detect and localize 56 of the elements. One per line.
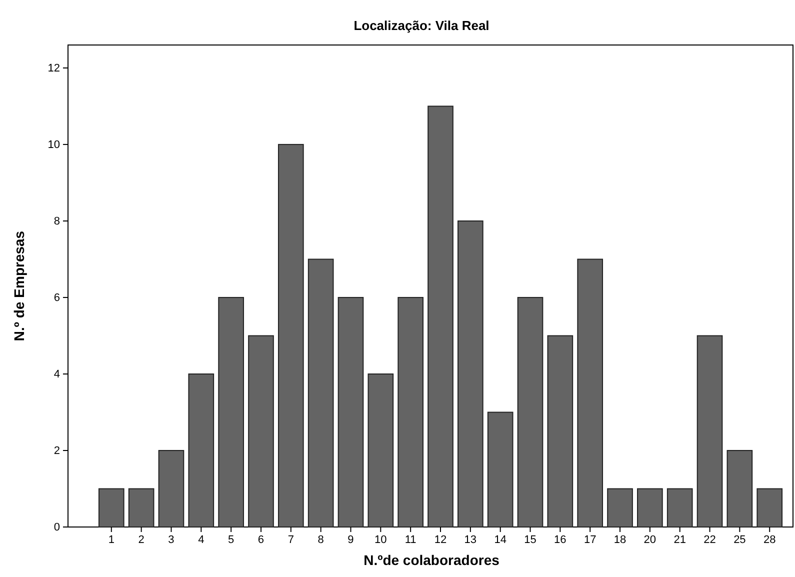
chart-title: Localização: Vila Real xyxy=(354,18,490,33)
bar xyxy=(487,412,514,528)
x-tick-label: 12 xyxy=(434,534,447,546)
y-tick-label: 2 xyxy=(54,445,60,458)
bar xyxy=(428,106,454,528)
x-tick-label: 6 xyxy=(258,534,264,546)
x-tick-label: 25 xyxy=(734,534,746,546)
bar xyxy=(248,335,274,528)
y-tick-label: 12 xyxy=(48,62,60,74)
bar xyxy=(726,450,753,528)
x-tick-label: 2 xyxy=(138,534,144,546)
bar xyxy=(517,296,544,528)
y-axis-title: N.º de Empresas xyxy=(11,230,27,342)
x-tick-label: 7 xyxy=(288,534,294,546)
bar xyxy=(696,335,723,528)
x-tick-label: 13 xyxy=(464,534,477,546)
bar xyxy=(368,373,394,528)
x-tick-label: 10 xyxy=(374,534,387,546)
x-tick-label: 28 xyxy=(763,534,776,546)
bar xyxy=(278,144,304,528)
y-tick-label: 6 xyxy=(54,292,60,304)
x-tick-label: 14 xyxy=(494,534,506,546)
x-tick-label: 17 xyxy=(584,534,596,546)
bar xyxy=(458,220,484,528)
bar xyxy=(338,296,364,528)
y-tick-label: 0 xyxy=(54,522,60,534)
bar xyxy=(218,296,244,528)
x-tick-label: 9 xyxy=(348,534,354,546)
bar xyxy=(128,488,154,528)
bar xyxy=(308,258,334,528)
x-tick-label: 11 xyxy=(404,534,416,546)
bar xyxy=(637,488,663,528)
x-tick-label: 5 xyxy=(228,534,234,546)
x-tick-label: 18 xyxy=(614,534,626,546)
x-tick-label: 4 xyxy=(198,534,204,546)
x-tick-label: 16 xyxy=(554,534,566,546)
x-tick-label: 1 xyxy=(108,534,114,546)
x-tick-label: 8 xyxy=(318,534,324,546)
bar xyxy=(547,335,574,528)
y-tick-label: 8 xyxy=(54,215,60,228)
bar xyxy=(398,296,424,528)
x-axis-title: N.ºde colaboradores xyxy=(364,552,500,568)
bar xyxy=(158,450,184,528)
y-tick-label: 4 xyxy=(54,368,60,381)
bar xyxy=(98,488,124,528)
x-tick-label: 15 xyxy=(524,534,536,546)
y-tick-label: 10 xyxy=(48,138,60,151)
bar xyxy=(577,258,604,528)
bar xyxy=(607,488,633,528)
bar xyxy=(756,488,783,528)
bar xyxy=(188,373,214,528)
x-tick-label: 21 xyxy=(674,534,686,546)
x-tick-label: 3 xyxy=(168,534,174,546)
x-tick-label: 22 xyxy=(704,534,716,546)
bar xyxy=(666,488,693,528)
x-tick-label: 20 xyxy=(644,534,656,546)
